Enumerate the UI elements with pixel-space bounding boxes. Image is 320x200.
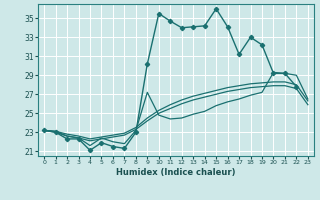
X-axis label: Humidex (Indice chaleur): Humidex (Indice chaleur) [116, 168, 236, 177]
